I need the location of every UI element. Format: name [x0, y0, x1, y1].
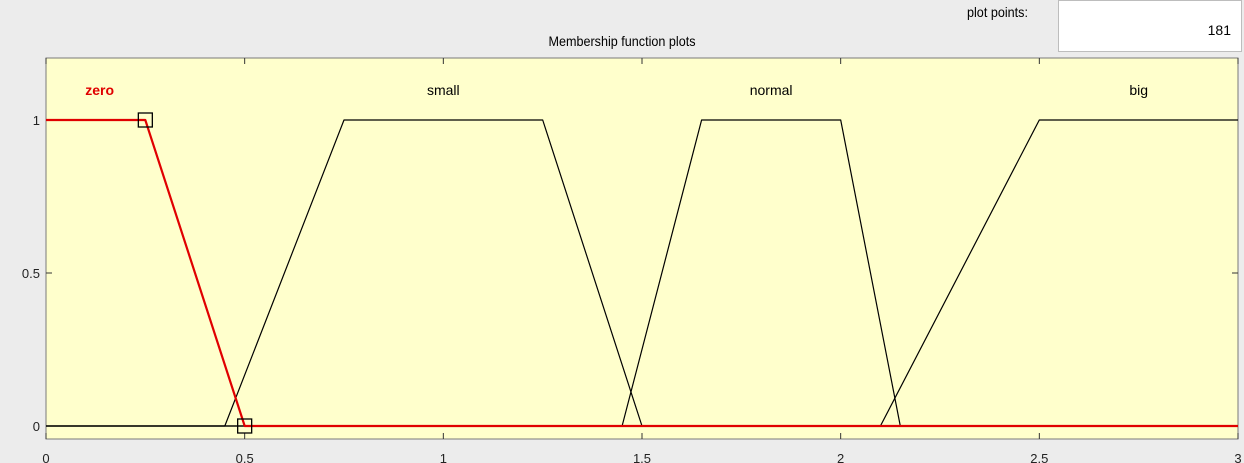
mf-label-normal[interactable]: normal [750, 82, 793, 98]
x-tick-label: 1 [440, 451, 447, 463]
y-tick-label: 0 [33, 419, 40, 434]
plot-points-label: plot points: [967, 4, 1028, 20]
plot-points-field[interactable]: 181 [1058, 0, 1242, 52]
y-tick-label: 1 [33, 113, 40, 128]
mf-label-big[interactable]: big [1129, 82, 1148, 98]
mf-vertex-handle[interactable] [237, 418, 253, 434]
plot-area[interactable] [45, 57, 1239, 440]
x-tick-label: 2.5 [1030, 451, 1048, 463]
selection-handles[interactable] [137, 112, 253, 434]
axis-ticks: 0 0.5 1 1.5 2 2.5 3 0 0.5 1 [22, 58, 1242, 463]
y-tick-label: 0.5 [22, 266, 40, 281]
x-tick-label: 2 [837, 451, 844, 463]
x-tick-label: 1.5 [633, 451, 651, 463]
x-tick-label: 3 [1234, 451, 1241, 463]
mf-label-zero[interactable]: zero [85, 82, 114, 98]
mf-label-small[interactable]: small [427, 82, 460, 98]
mf-vertex-handle[interactable] [137, 112, 153, 128]
function-labels[interactable]: zero small normal big [85, 82, 1148, 98]
mf-line-zero[interactable] [46, 118, 1238, 428]
x-tick-label: 0 [42, 451, 49, 463]
x-tick-label: 0.5 [236, 451, 254, 463]
membership-lines[interactable] [46, 118, 1238, 428]
plot-title: Membership function plots [548, 33, 696, 49]
plot-points-value: 181 [1207, 22, 1231, 38]
